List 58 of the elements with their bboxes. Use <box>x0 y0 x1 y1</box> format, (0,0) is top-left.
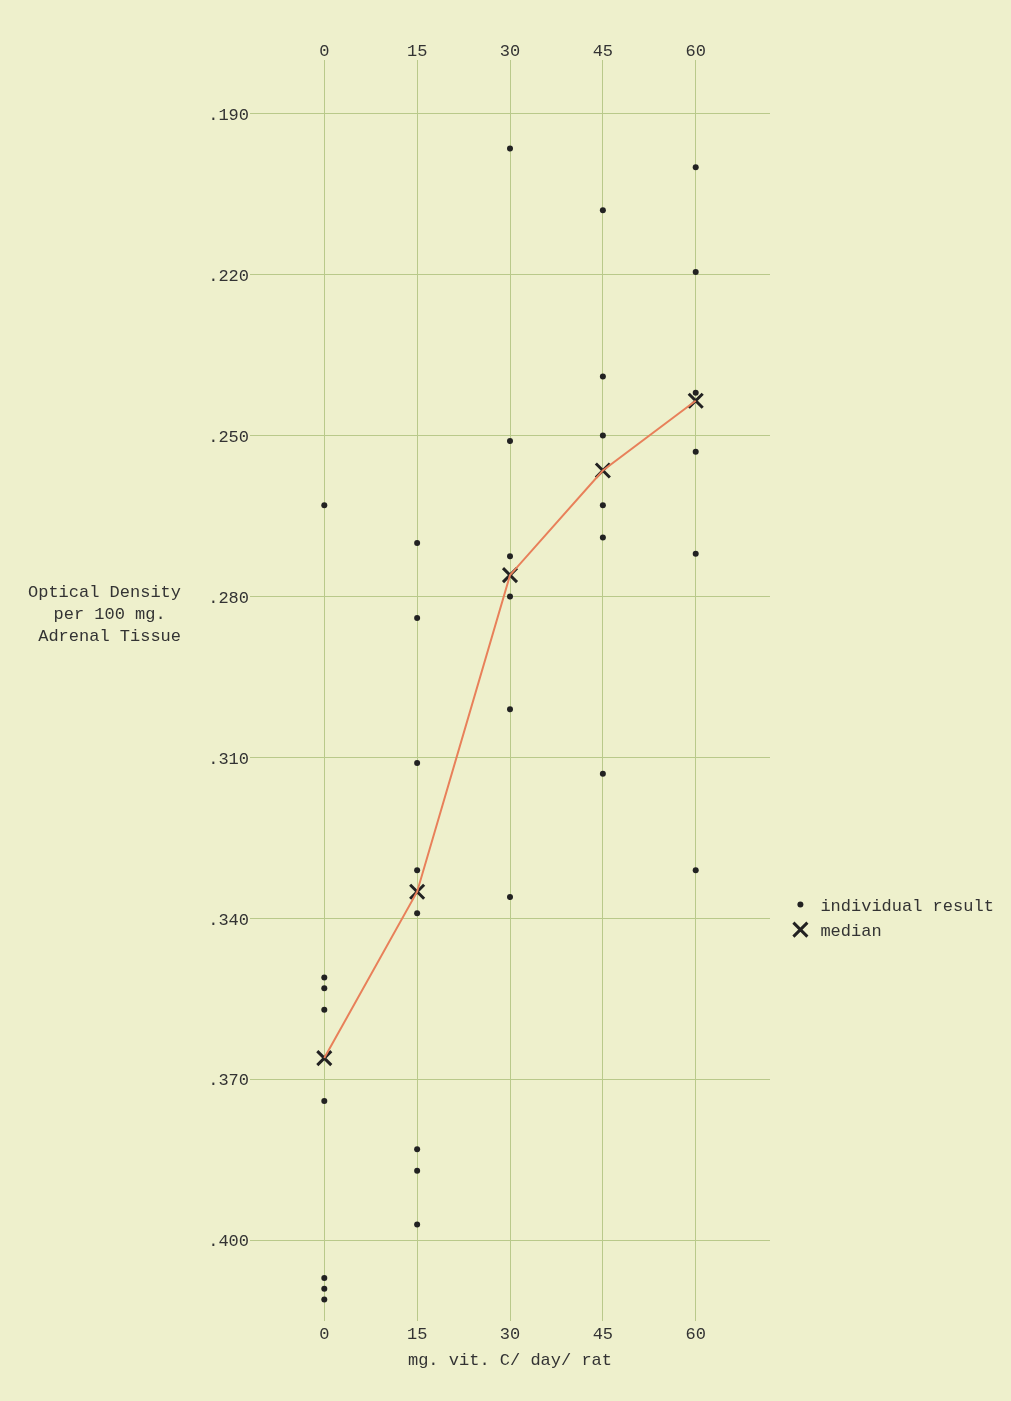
point <box>507 706 513 713</box>
point <box>692 389 699 396</box>
point <box>692 867 699 874</box>
point <box>599 502 606 509</box>
legend-label: median <box>820 922 882 942</box>
x-tick-label: 45 <box>592 41 614 61</box>
point <box>321 1275 328 1282</box>
point <box>692 448 699 455</box>
point <box>507 593 513 600</box>
point <box>692 268 699 275</box>
y-tick-label: .280 <box>208 588 249 608</box>
y-tick-label: .250 <box>208 427 249 447</box>
point <box>599 770 606 777</box>
point <box>414 759 421 766</box>
point <box>414 1146 421 1153</box>
x2-tick-label: 60 <box>685 1325 706 1344</box>
point <box>507 437 513 444</box>
y-tick-label: .220 <box>208 266 249 286</box>
x2-tick-label: 45 <box>592 1325 614 1344</box>
x2-tick-label: 0 <box>319 1325 330 1344</box>
point <box>692 164 699 171</box>
point <box>321 1296 328 1303</box>
y-tick-label: .370 <box>208 1071 249 1091</box>
y-tick-label: .340 <box>208 910 249 930</box>
point <box>321 1285 328 1292</box>
point <box>315 1049 333 1067</box>
point <box>599 432 606 439</box>
point <box>321 974 328 981</box>
point <box>414 867 421 874</box>
point <box>321 502 328 509</box>
x-tick-label: 60 <box>685 41 706 61</box>
x2-tick-label: 15 <box>406 1325 428 1344</box>
line-series <box>323 399 697 1060</box>
point <box>692 550 699 557</box>
point <box>414 1221 421 1228</box>
y-tick-label: .190 <box>208 105 249 125</box>
x-tick-label: 15 <box>406 41 428 61</box>
point <box>599 207 606 214</box>
point <box>321 1006 328 1013</box>
y-tick-label: .310 <box>208 749 249 769</box>
point <box>507 145 513 152</box>
point <box>321 1098 328 1104</box>
x-tick-label: 0 <box>319 41 330 61</box>
point <box>599 373 606 380</box>
point <box>414 910 421 917</box>
point <box>414 1167 421 1174</box>
legend-label: individual result <box>820 897 994 917</box>
point <box>507 894 513 901</box>
point <box>321 985 328 992</box>
point <box>599 534 606 541</box>
point <box>414 539 421 546</box>
y-tick-label: .400 <box>208 1232 249 1252</box>
x-axis-title: mg. vit. C/ day/ rat <box>407 1351 613 1371</box>
y-axis-title: Optical Density per 100 mg. Adrenal Tissue <box>28 583 192 647</box>
x2-tick-label: 30 <box>499 1325 521 1344</box>
point <box>414 615 421 622</box>
point <box>507 553 513 560</box>
x-tick-label: 30 <box>499 41 521 61</box>
